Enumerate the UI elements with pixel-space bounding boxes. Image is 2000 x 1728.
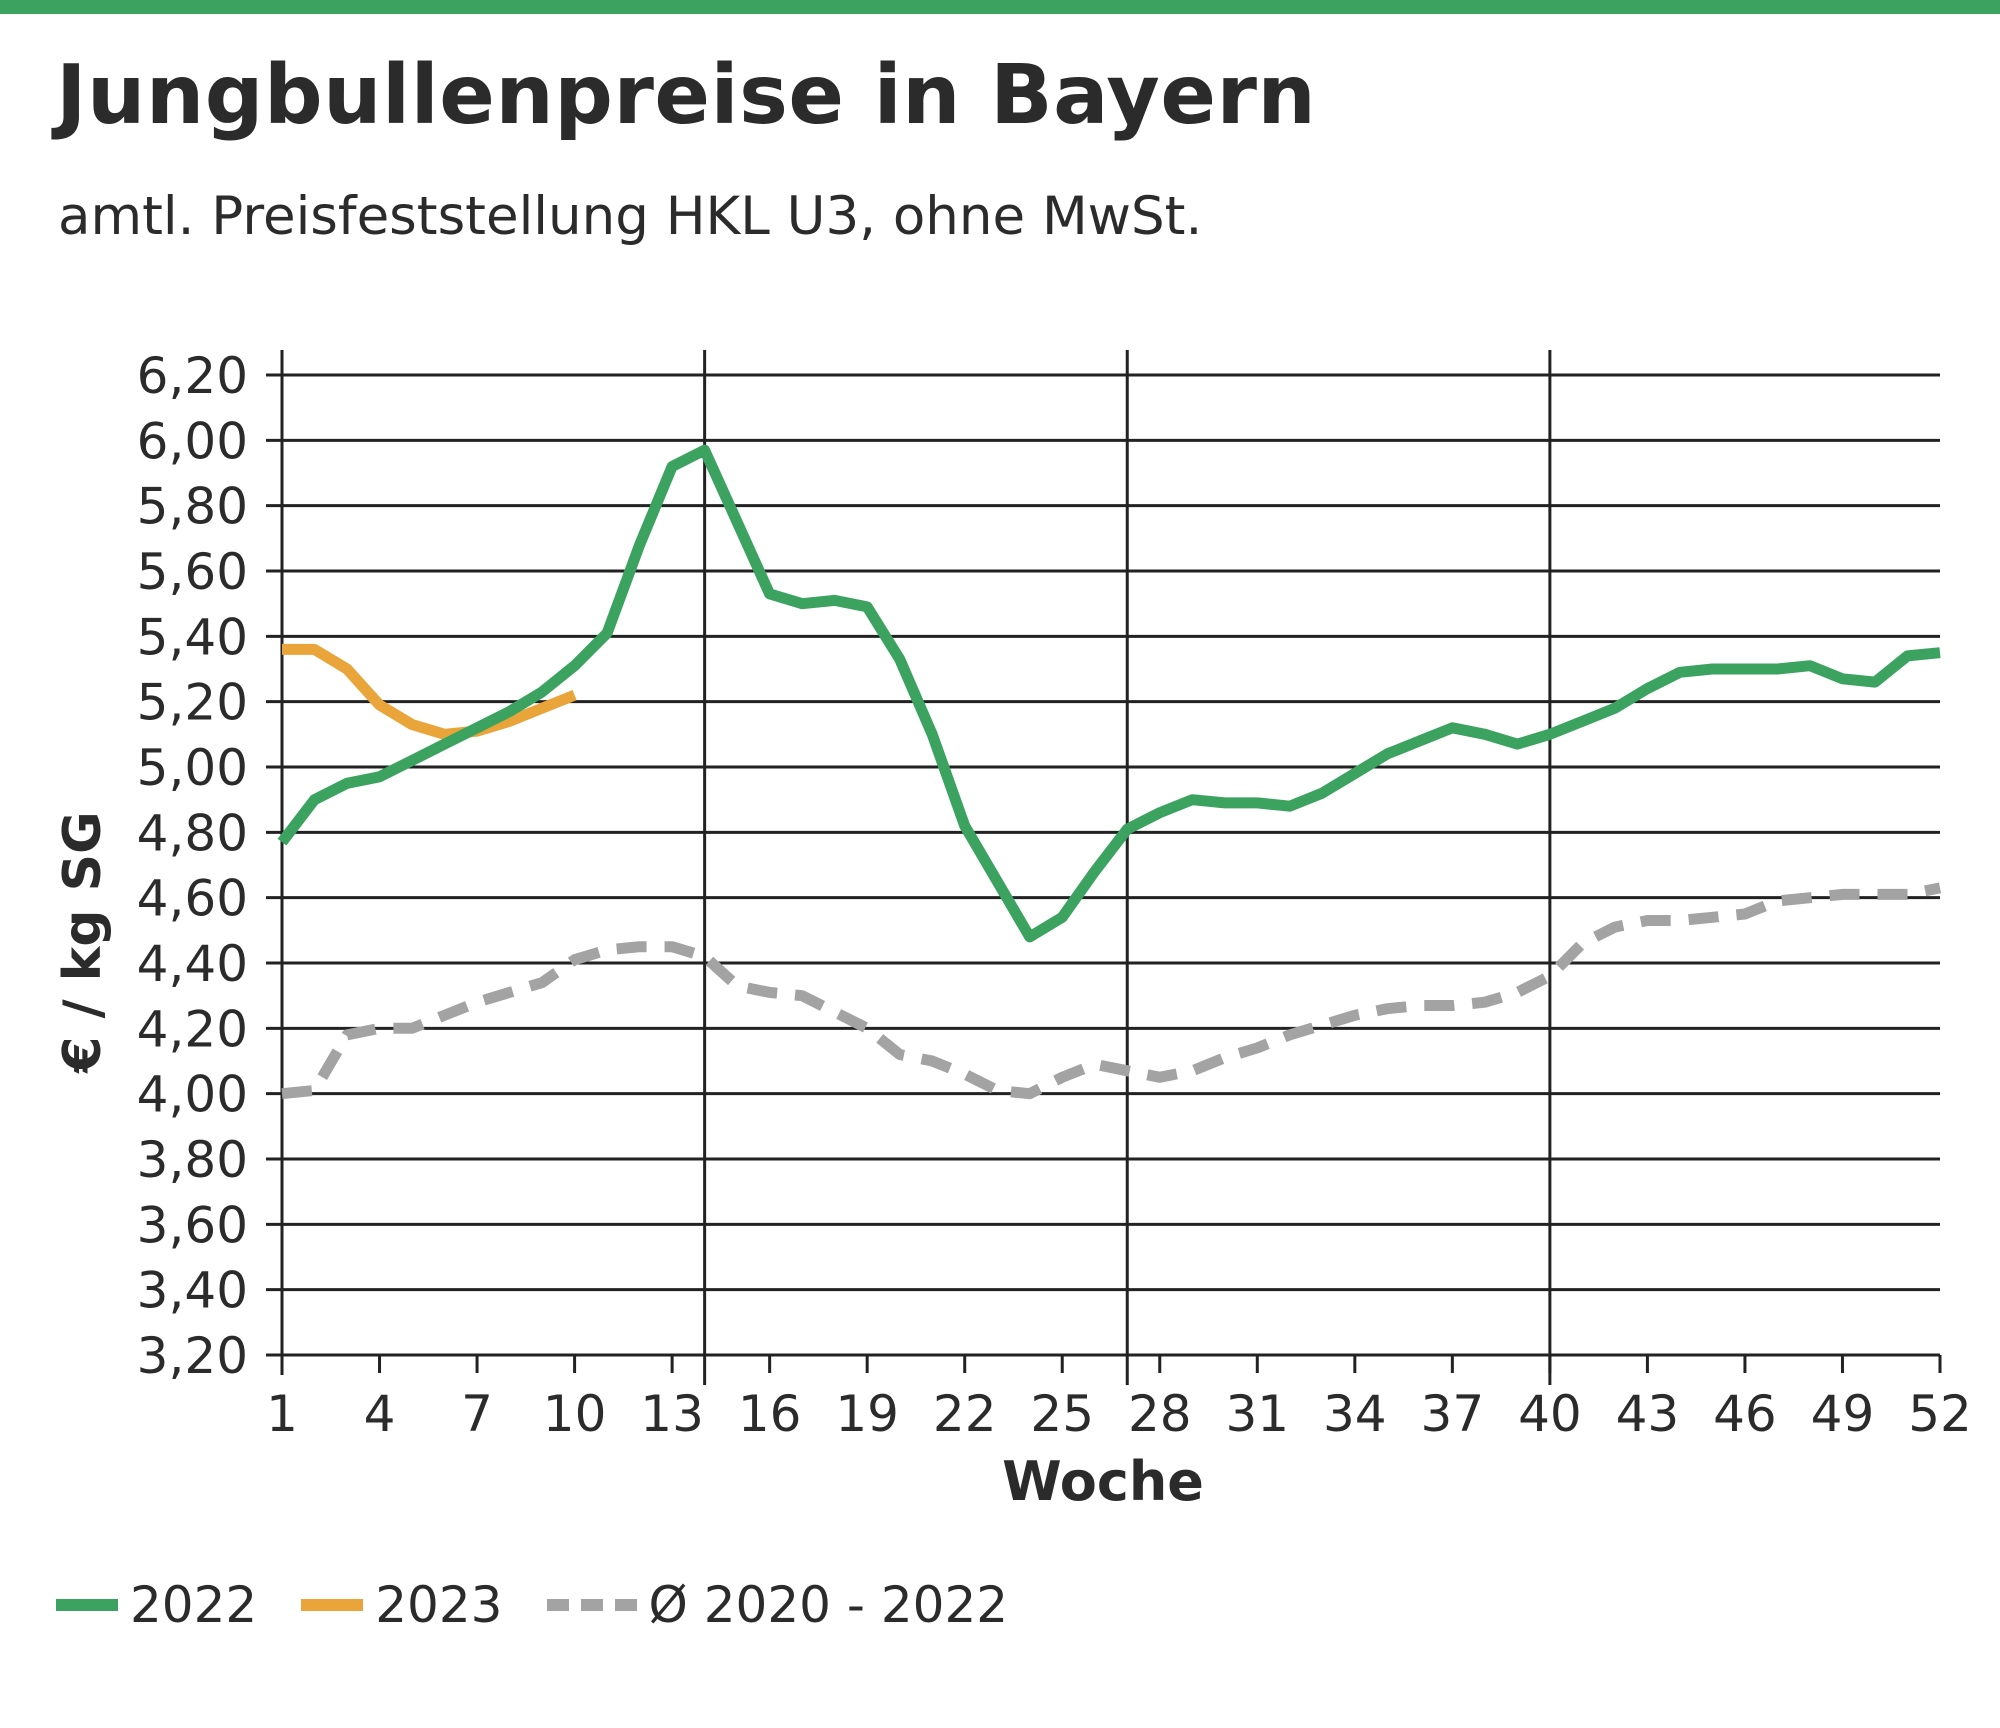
line-chart: 6,20 6,00 5,80 5,60 5,40 5,20 5,00 4,80 4,60 4,40… bbox=[53, 347, 1972, 1513]
chart-axes bbox=[280, 350, 1942, 1375]
chart-title: Jungbullenpreise in Bayern bbox=[56, 48, 1317, 143]
x-tick-labels: 1 4 7 10 13 16 19 22 25 28 31 34 37 40 43 46 49 52 bbox=[266, 1385, 1972, 1443]
series-line-average bbox=[281, 882, 1942, 1100]
legend-swatch-2022 bbox=[56, 1599, 118, 1611]
y-tick-label: 4,80 bbox=[137, 804, 248, 862]
y-tick-label: 4,00 bbox=[137, 1066, 248, 1124]
series-line-2023 bbox=[282, 643, 577, 740]
y-tick-label: 5,00 bbox=[137, 739, 248, 797]
x-tick-label: 13 bbox=[640, 1385, 704, 1443]
y-tick-label: 4,40 bbox=[137, 935, 248, 993]
y-tick-label: 3,80 bbox=[137, 1131, 248, 1189]
y-tick-label: 5,40 bbox=[137, 608, 248, 666]
legend-item-2023: 2023 bbox=[301, 1576, 503, 1634]
x-tick-label: 10 bbox=[543, 1385, 607, 1443]
x-tick-label: 40 bbox=[1518, 1385, 1582, 1443]
y-tick-label: 6,00 bbox=[137, 412, 248, 470]
x-tick-label: 7 bbox=[461, 1385, 493, 1443]
legend-swatch-2023 bbox=[301, 1599, 364, 1611]
chart-series bbox=[277, 444, 1942, 1100]
x-tick-label: 25 bbox=[1030, 1385, 1094, 1443]
y-tick-labels: 6,20 6,00 5,80 5,60 5,40 5,20 5,00 4,80 4,60 4,40… bbox=[137, 347, 248, 1385]
x-tick-label: 43 bbox=[1616, 1385, 1680, 1443]
y-axis-label: € / kg SG bbox=[53, 811, 113, 1073]
legend-label-2023: 2023 bbox=[375, 1576, 503, 1634]
legend-label-average: Ø 2020 - 2022 bbox=[648, 1576, 1009, 1634]
x-axis-label: Woche bbox=[1002, 1450, 1204, 1513]
legend-item-2022: 2022 bbox=[56, 1576, 257, 1634]
x-tick-label: 19 bbox=[835, 1385, 899, 1443]
y-tick-label: 3,40 bbox=[137, 1262, 248, 1320]
x-tick-label: 31 bbox=[1225, 1385, 1289, 1443]
y-tick-label: 5,60 bbox=[137, 543, 248, 601]
x-tick-label: 4 bbox=[364, 1385, 396, 1443]
y-tick-label: 4,20 bbox=[137, 1000, 248, 1058]
legend: 2022 2023 Ø 2020 - 2022 bbox=[56, 1570, 1052, 1640]
x-tick-label: 37 bbox=[1421, 1385, 1485, 1443]
y-tick-label: 5,80 bbox=[137, 478, 248, 536]
legend-item-average: Ø 2020 - 2022 bbox=[546, 1576, 1009, 1634]
y-tick-label: 3,60 bbox=[137, 1196, 248, 1254]
chart-subtitle: amtl. Preisfeststellung HKL U3, ohne MwS… bbox=[58, 186, 1203, 247]
y-tick-label: 6,20 bbox=[137, 347, 248, 405]
series-line-2022 bbox=[277, 444, 1941, 943]
x-tick-label: 22 bbox=[933, 1385, 997, 1443]
x-tick-label: 16 bbox=[738, 1385, 802, 1443]
top-accent-bar bbox=[0, 0, 2000, 14]
x-tick-label: 28 bbox=[1128, 1385, 1192, 1443]
legend-swatch-average bbox=[546, 1599, 637, 1611]
y-tick-label: 5,20 bbox=[137, 674, 248, 732]
y-tick-label: 4,60 bbox=[137, 870, 248, 928]
x-tick-label: 46 bbox=[1713, 1385, 1777, 1443]
x-tick-label: 52 bbox=[1908, 1385, 1972, 1443]
x-tick-label: 34 bbox=[1323, 1385, 1387, 1443]
x-tick-label: 1 bbox=[266, 1385, 298, 1443]
legend-label-2022: 2022 bbox=[130, 1576, 258, 1634]
x-tick-label: 49 bbox=[1811, 1385, 1875, 1443]
y-tick-label: 3,20 bbox=[137, 1327, 248, 1385]
